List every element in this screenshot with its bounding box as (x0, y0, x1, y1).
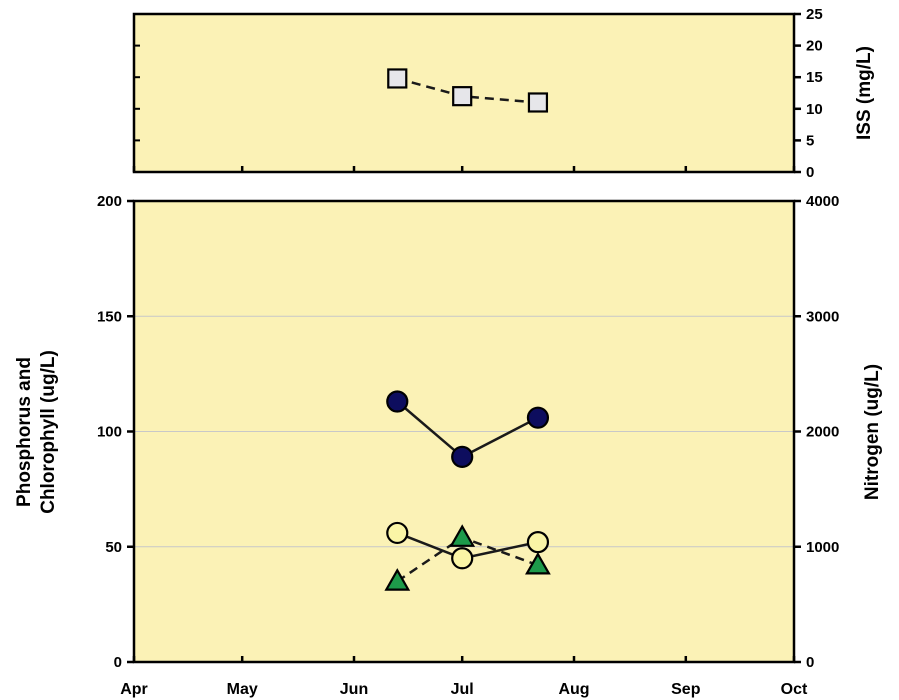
x-tick-label: Jul (451, 681, 474, 698)
y-left-tick-label: 200 (97, 193, 122, 210)
y-right-tick-label-top: 25 (806, 6, 823, 23)
y-left-tick-label: 0 (114, 654, 122, 671)
x-tick-label: Sep (671, 681, 701, 698)
data-point (451, 547, 474, 570)
y-right-tick-label: 1000 (806, 539, 839, 556)
y-left-tick-label: 100 (97, 424, 122, 441)
y-right-tick-label-top: 15 (806, 69, 823, 86)
x-tick-label: Apr (120, 681, 148, 698)
y-right-title: Nitrogen (ug/L) (862, 364, 883, 500)
x-tick-label: May (227, 681, 258, 698)
top-plot-frame (132, 12, 796, 174)
data-point (527, 92, 549, 113)
y-right-tick-label-top: 0 (806, 164, 814, 181)
series-layer (384, 68, 551, 591)
y-left-title: Phosphorus and Chlorophyll (ug/L) (14, 350, 59, 514)
y-right-tick-label: 2000 (806, 424, 839, 441)
y-right-title-top: ISS (mg/L) (854, 46, 875, 140)
data-point (449, 524, 476, 547)
y-left-title-line: Chlorophyll (ug/L) (38, 350, 59, 514)
data-point (387, 68, 408, 89)
x-tick-label: Oct (781, 681, 808, 698)
y-right-tick-label: 0 (806, 654, 814, 671)
data-point (451, 445, 474, 468)
tick-labels: Apr May Jun Jul Aug Sep Oct 0 5 10 15 20 25 ISS (mg/L… (14, 6, 883, 698)
y-left-title-line: Phosphorus and (14, 357, 35, 507)
data-point (386, 521, 409, 545)
y-right-tick-label-top: 5 (806, 132, 814, 149)
y-right-tick-label-top: 20 (806, 38, 823, 55)
y-right-tick-label: 4000 (806, 193, 839, 210)
y-left-tick-label: 50 (105, 539, 122, 556)
y-right-tick-label: 3000 (806, 308, 839, 325)
data-point (526, 406, 550, 429)
data-point (525, 551, 551, 575)
data-point (384, 568, 411, 591)
x-tick-label: Jun (340, 681, 368, 698)
ticks (127, 12, 801, 664)
y-left-tick-label: 150 (97, 308, 122, 325)
data-point (526, 531, 550, 554)
y-right-tick-label-top: 10 (806, 101, 823, 118)
x-tick-label: Aug (558, 681, 589, 698)
data-point (452, 86, 473, 107)
data-point (386, 390, 409, 413)
